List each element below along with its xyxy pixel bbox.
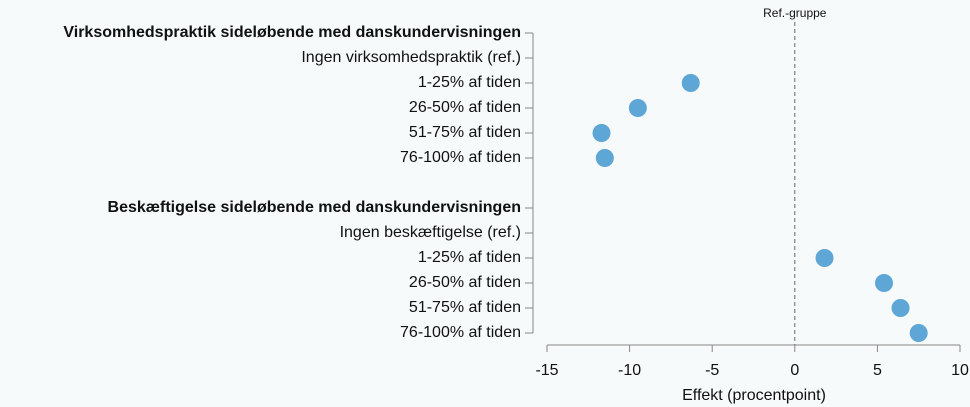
dot <box>628 99 647 117</box>
dot <box>595 149 614 167</box>
dot <box>875 274 894 292</box>
dot <box>592 124 611 142</box>
y-tick-label: 76-100% af tiden <box>400 324 521 341</box>
x-axis-title: Effekt (procentpoint) <box>682 387 826 404</box>
y-tick-label: 26-50% af tiden <box>409 274 521 291</box>
y-tick-label: Ingen beskæftigelse (ref.) <box>340 224 521 241</box>
dot <box>909 324 928 342</box>
dot <box>891 299 910 317</box>
dot <box>681 74 700 92</box>
x-tick-label: 5 <box>873 362 882 379</box>
y-tick-label: 26-50% af tiden <box>409 99 521 116</box>
y-tick-label: Beskæftigelse sideløbende med danskunder… <box>108 199 521 216</box>
x-tick-label: -10 <box>618 362 641 379</box>
x-tick-label: -5 <box>705 362 719 379</box>
y-tick-label: 1-25% af tiden <box>418 74 521 91</box>
reference-label: Ref.-gruppe <box>763 6 827 20</box>
y-tick-label: Virksomhedspraktik sideløbende med dansk… <box>63 24 521 41</box>
dot <box>815 249 834 267</box>
y-tick-label: Ingen virksomhedspraktik (ref.) <box>301 49 521 66</box>
x-tick-label: 0 <box>790 362 799 379</box>
y-tick-label: 51-75% af tiden <box>409 299 521 316</box>
y-tick-label: 76-100% af tiden <box>400 149 521 166</box>
y-tick-label: 51-75% af tiden <box>409 124 521 141</box>
y-tick-label: 1-25% af tiden <box>418 249 521 266</box>
x-tick-label: -15 <box>535 362 558 379</box>
x-tick-label: 10 <box>951 362 969 379</box>
